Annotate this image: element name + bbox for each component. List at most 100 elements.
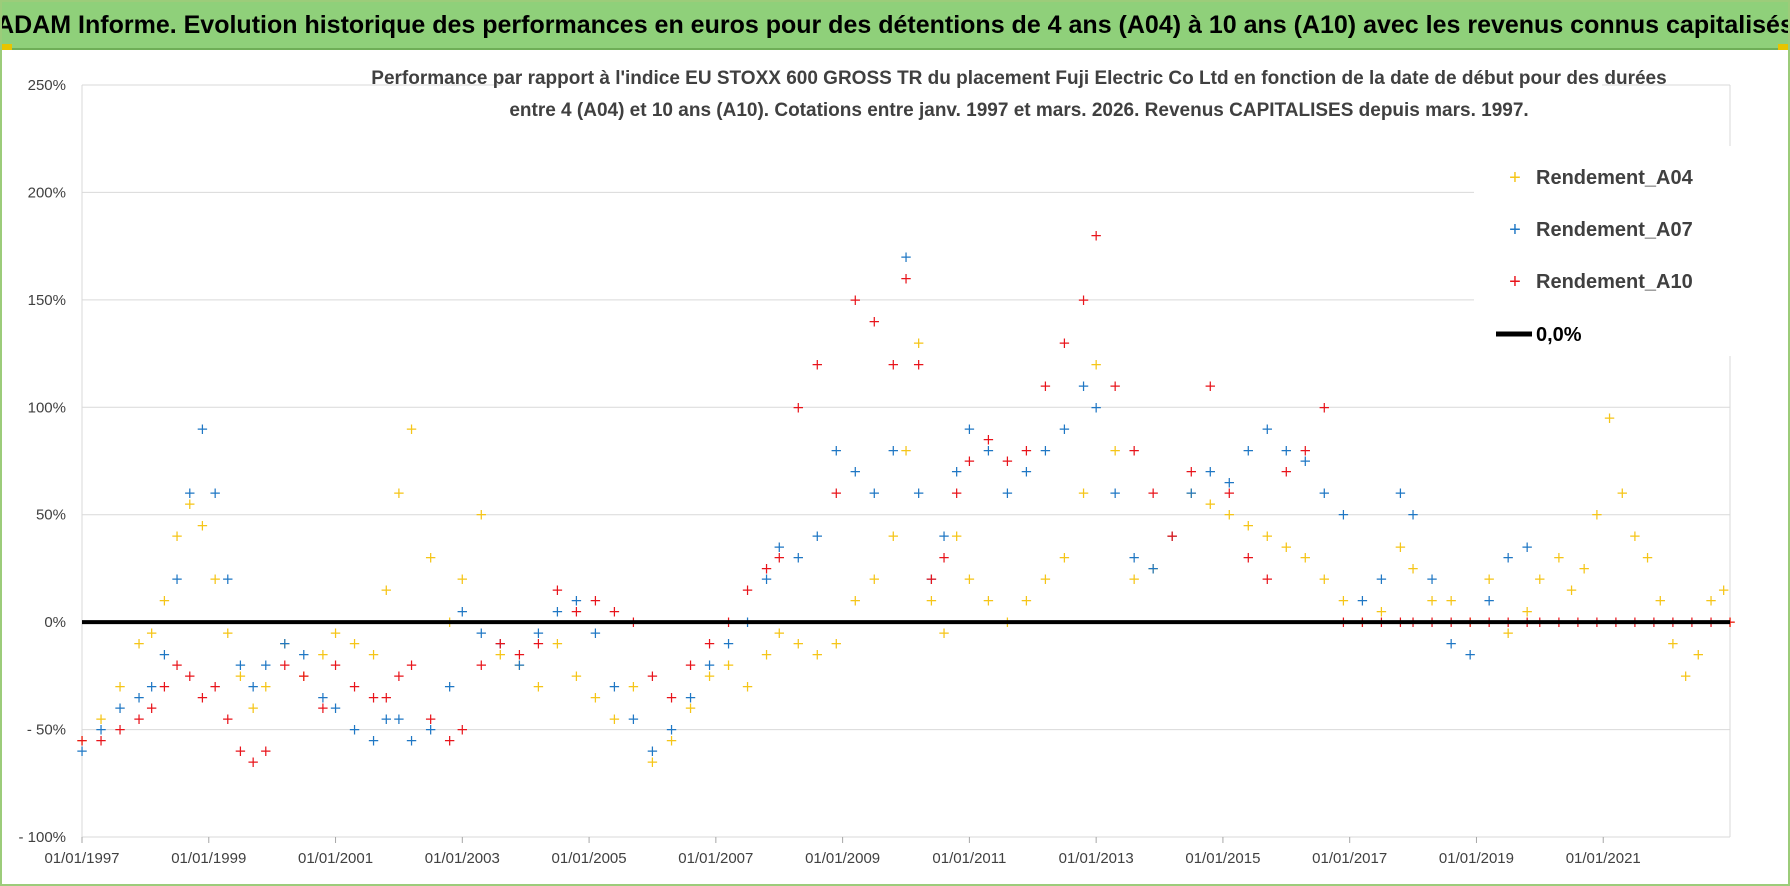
data-point: + (298, 667, 311, 685)
data-point: + (570, 667, 583, 685)
legend-item-a07: + Rendement_A07 (1509, 219, 1693, 241)
data-point: + (158, 645, 171, 663)
data-point: + (1407, 559, 1420, 577)
y-tick-label: 100% (28, 399, 66, 416)
data-point: + (665, 731, 678, 749)
data-point: + (1077, 291, 1090, 309)
data-point: + (1375, 602, 1388, 620)
data-point: + (494, 635, 507, 653)
data-point: + (868, 312, 881, 330)
data-point: + (646, 667, 659, 685)
legend-marker-a07: + (1509, 219, 1521, 241)
data-point: + (114, 699, 127, 717)
data-point: + (475, 506, 488, 524)
data-point: + (532, 678, 545, 696)
data-point: + (1445, 635, 1458, 653)
chart-title-line-1: Performance par rapport à l'indice EU ST… (371, 68, 1666, 89)
data-point: + (1318, 484, 1331, 502)
x-tick-label: 01/01/2007 (678, 850, 753, 867)
legend-label-a07: Rendement_A07 (1536, 219, 1693, 241)
data-point: + (792, 398, 805, 416)
data-point: + (1654, 592, 1667, 610)
data-point: + (1394, 538, 1407, 556)
data-point: + (665, 688, 678, 706)
data-point: + (1553, 549, 1566, 567)
data-point: + (209, 570, 222, 588)
data-point: + (1204, 377, 1217, 395)
data-point: + (1356, 592, 1369, 610)
data-point: + (234, 656, 247, 674)
data-point: + (849, 291, 862, 309)
data-point: + (1641, 549, 1654, 567)
data-point: + (1521, 602, 1534, 620)
data-point: + (196, 516, 209, 534)
data-point: + (1128, 441, 1141, 459)
legend-marker-a10: + (1509, 271, 1521, 293)
data-point: + (792, 635, 805, 653)
data-point: + (348, 678, 361, 696)
data-point: + (760, 570, 773, 588)
data-point: + (95, 710, 108, 728)
data-point: + (221, 624, 234, 642)
data-point: + (1375, 570, 1388, 588)
data-point: + (1109, 484, 1122, 502)
data-point: + (298, 645, 311, 663)
data-point: + (196, 688, 209, 706)
data-point: + (570, 602, 583, 620)
data-point: + (589, 624, 602, 642)
data-point: + (570, 592, 583, 610)
data-point: + (773, 538, 786, 556)
data-point: + (171, 656, 184, 674)
data-point: + (317, 645, 330, 663)
data-point: + (380, 710, 393, 728)
data-point: + (1109, 441, 1122, 459)
data-point: + (1603, 409, 1616, 427)
corner-accent-right (1778, 44, 1788, 50)
data-point: + (1692, 645, 1705, 663)
data-point: + (475, 624, 488, 642)
corner-accent-left (2, 44, 12, 50)
data-point: + (183, 667, 196, 685)
data-point: + (938, 624, 951, 642)
data-point: + (405, 420, 418, 438)
data-point: + (760, 645, 773, 663)
data-point: + (830, 635, 843, 653)
data-point: + (608, 602, 621, 620)
data-point: + (1616, 484, 1629, 502)
data-point: + (703, 667, 716, 685)
data-point: + (1426, 592, 1439, 610)
data-point: + (424, 549, 437, 567)
data-point: + (279, 635, 292, 653)
data-point: + (1261, 570, 1274, 588)
data-point: + (1166, 527, 1179, 545)
data-point: + (1299, 441, 1312, 459)
x-axis: 01/01/1997 01/01/1999 01/01/2001 01/01/2003… (44, 837, 1641, 867)
data-point: + (741, 581, 754, 599)
data-point: + (247, 699, 260, 717)
legend-background (1474, 146, 1734, 356)
data-point: + (1261, 527, 1274, 545)
data-point: + (1591, 506, 1604, 524)
data-point: + (1223, 473, 1236, 491)
data-point: + (247, 678, 260, 696)
data-point: + (982, 592, 995, 610)
data-point: + (830, 441, 843, 459)
data-point: + (925, 570, 938, 588)
data-point: + (900, 441, 913, 459)
data-point: + (1242, 549, 1255, 567)
data-point: + (456, 721, 469, 739)
data-point: + (209, 484, 222, 502)
y-tick-label: - 100% (18, 829, 66, 846)
x-tick-label: 01/01/2003 (425, 850, 500, 867)
data-point: + (1185, 484, 1198, 502)
data-point: + (329, 656, 342, 674)
data-point: + (830, 484, 843, 502)
data-point: + (608, 710, 621, 728)
x-tick-label: 01/01/2021 (1566, 850, 1641, 867)
data-point: + (393, 710, 406, 728)
data-point: + (773, 549, 786, 567)
data-point: + (950, 527, 963, 545)
data-point: + (209, 678, 222, 696)
data-point: + (1280, 463, 1293, 481)
